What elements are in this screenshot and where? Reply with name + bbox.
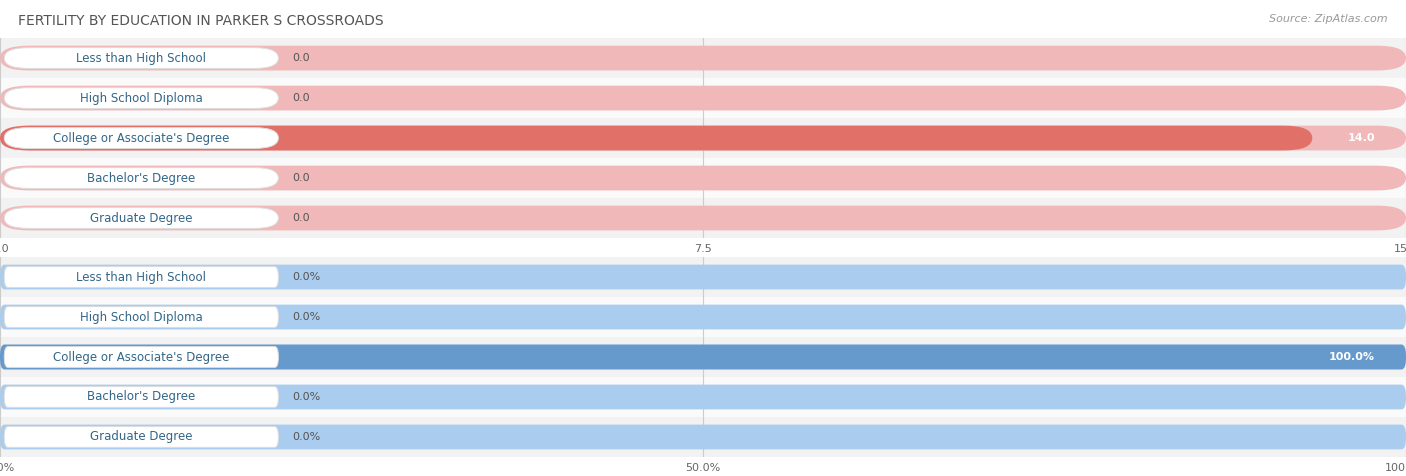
Text: 100.0%: 100.0% (1329, 352, 1375, 362)
FancyBboxPatch shape (4, 168, 278, 188)
FancyBboxPatch shape (4, 267, 278, 288)
FancyBboxPatch shape (0, 166, 1406, 190)
Text: Graduate Degree: Graduate Degree (90, 211, 193, 225)
Text: Bachelor's Degree: Bachelor's Degree (87, 390, 195, 404)
FancyBboxPatch shape (4, 347, 278, 367)
Text: 0.0%: 0.0% (292, 272, 321, 282)
FancyBboxPatch shape (0, 345, 1406, 369)
Text: Less than High School: Less than High School (76, 270, 207, 284)
FancyBboxPatch shape (0, 265, 1406, 289)
Text: 0.0%: 0.0% (292, 312, 321, 322)
Bar (0, 198, 1406, 238)
Bar (0, 78, 1406, 118)
Text: High School Diploma: High School Diploma (80, 91, 202, 105)
FancyBboxPatch shape (0, 305, 1406, 329)
FancyBboxPatch shape (0, 425, 1406, 449)
Bar (0, 257, 1406, 297)
Text: 0.0: 0.0 (292, 213, 311, 223)
Text: College or Associate's Degree: College or Associate's Degree (53, 350, 229, 364)
FancyBboxPatch shape (0, 86, 1406, 110)
FancyBboxPatch shape (4, 88, 278, 109)
Text: Source: ZipAtlas.com: Source: ZipAtlas.com (1270, 14, 1388, 24)
Text: High School Diploma: High School Diploma (80, 310, 202, 324)
FancyBboxPatch shape (0, 345, 1406, 369)
Text: 0.0: 0.0 (292, 53, 311, 63)
Text: FERTILITY BY EDUCATION IN PARKER S CROSSROADS: FERTILITY BY EDUCATION IN PARKER S CROSS… (18, 14, 384, 28)
FancyBboxPatch shape (4, 208, 278, 228)
Text: Less than High School: Less than High School (76, 51, 207, 65)
FancyBboxPatch shape (0, 46, 1406, 70)
Bar (0, 377, 1406, 417)
Bar (0, 417, 1406, 457)
Bar (0, 158, 1406, 198)
Text: 0.0: 0.0 (292, 173, 311, 183)
FancyBboxPatch shape (4, 426, 278, 447)
Text: Bachelor's Degree: Bachelor's Degree (87, 171, 195, 185)
FancyBboxPatch shape (4, 128, 278, 149)
Text: 14.0: 14.0 (1347, 133, 1375, 143)
Bar (0, 118, 1406, 158)
FancyBboxPatch shape (0, 126, 1312, 150)
Text: 0.0%: 0.0% (292, 392, 321, 402)
FancyBboxPatch shape (4, 48, 278, 69)
FancyBboxPatch shape (0, 126, 1406, 150)
Bar (0, 38, 1406, 78)
Text: Graduate Degree: Graduate Degree (90, 430, 193, 444)
FancyBboxPatch shape (0, 206, 1406, 230)
FancyBboxPatch shape (4, 387, 278, 407)
Bar (0, 297, 1406, 337)
Bar (0, 337, 1406, 377)
FancyBboxPatch shape (4, 307, 278, 327)
FancyBboxPatch shape (0, 385, 1406, 409)
Text: 0.0: 0.0 (292, 93, 311, 103)
Text: 0.0%: 0.0% (292, 432, 321, 442)
Text: College or Associate's Degree: College or Associate's Degree (53, 131, 229, 145)
